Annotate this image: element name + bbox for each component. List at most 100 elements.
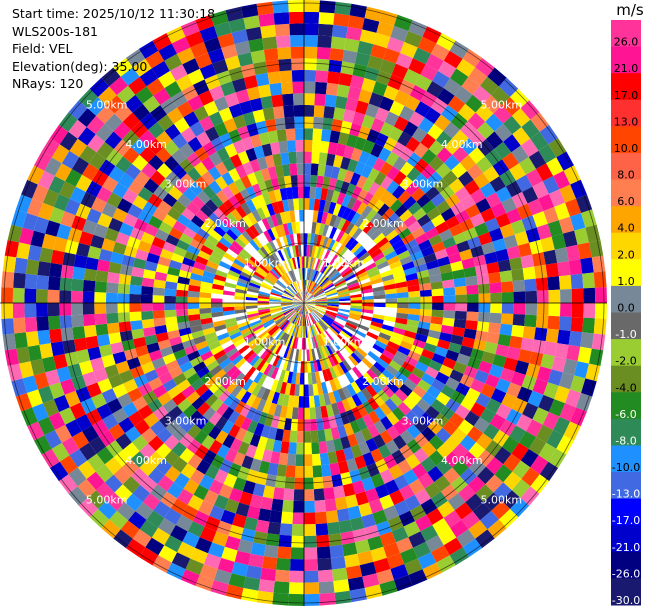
- range-label: 1.00km: [244, 257, 286, 270]
- velocity-cell: [304, 303, 307, 315]
- velocity-cell: [252, 324, 264, 333]
- velocity-cell: [571, 303, 584, 318]
- velocity-cell: [129, 284, 142, 295]
- velocity-cell: [304, 303, 310, 314]
- velocity-cell: [380, 175, 393, 190]
- velocity-cell: [431, 353, 446, 365]
- velocity-cell: [117, 312, 131, 323]
- velocity-cell: [458, 103, 476, 122]
- velocity-cell: [238, 218, 250, 231]
- velocity-cell: [286, 453, 297, 466]
- velocity-cell: [299, 384, 304, 397]
- velocity-cell: [142, 269, 156, 280]
- velocity-cell: [243, 332, 256, 342]
- velocity-cell: [304, 349, 307, 362]
- velocity-cell: [247, 285, 260, 291]
- velocity-cell: [223, 252, 236, 263]
- velocity-cell: [354, 430, 366, 445]
- velocity-cell: [86, 382, 102, 398]
- velocity-cell: [354, 455, 367, 470]
- velocity-cell: [466, 311, 479, 322]
- velocity-cell: [231, 262, 244, 272]
- velocity-cell: [470, 378, 485, 393]
- velocity-cell: [289, 284, 298, 294]
- velocity-cell: [240, 391, 252, 404]
- velocity-cell: [267, 271, 278, 281]
- velocity-cell: [191, 330, 205, 339]
- velocity-cell: [195, 209, 209, 223]
- velocity-cell: [255, 471, 268, 486]
- velocity-cell: [64, 239, 79, 255]
- velocity-cell: [122, 129, 140, 147]
- velocity-cell: [309, 337, 314, 349]
- velocity-cell: [279, 70, 293, 83]
- velocity-cell: [73, 254, 88, 269]
- velocity-cell: [79, 442, 97, 461]
- velocity-cell: [404, 355, 419, 368]
- velocity-cell: [538, 442, 557, 462]
- velocity-cell: [77, 460, 96, 479]
- velocity-cell: [337, 312, 349, 318]
- velocity-cell: [407, 201, 422, 215]
- velocity-cell: [361, 77, 376, 93]
- velocity-cell: [225, 248, 238, 259]
- velocity-cell: [269, 340, 279, 352]
- velocity-cell: [338, 308, 350, 313]
- velocity-cell: [263, 363, 273, 376]
- velocity-cell: [378, 147, 392, 162]
- velocity-cell: [367, 168, 380, 182]
- velocity-cell: [176, 289, 189, 297]
- velocity-cell: [293, 93, 304, 106]
- velocity-cell: [190, 41, 208, 59]
- velocity-cell: [288, 593, 304, 606]
- velocity-cell: [408, 111, 425, 128]
- velocity-cell: [308, 349, 314, 361]
- velocity-cell: [324, 428, 334, 442]
- velocity-cell: [169, 366, 183, 379]
- velocity-cell: [337, 205, 347, 218]
- velocity-cell: [467, 426, 484, 443]
- velocity-cell: [269, 303, 281, 305]
- velocity-cell: [315, 272, 323, 284]
- velocity-cell: [407, 284, 420, 292]
- velocity-cell: [288, 11, 304, 24]
- velocity-cell: [270, 214, 279, 227]
- velocity-cell: [110, 251, 124, 265]
- velocity-cell: [224, 55, 241, 71]
- velocity-cell: [104, 474, 123, 493]
- velocity-cell: [237, 277, 250, 285]
- velocity-cell: [132, 484, 150, 503]
- velocity-cell: [310, 430, 319, 443]
- velocity-cell: [483, 166, 500, 183]
- velocity-cell: [384, 311, 397, 318]
- velocity-cell: [366, 331, 379, 340]
- velocity-cell: [304, 303, 316, 308]
- velocity-cell: [285, 310, 296, 319]
- velocity-cell: [379, 531, 396, 547]
- velocity-cell: [391, 265, 404, 275]
- velocity-cell: [338, 72, 353, 87]
- velocity-cell: [231, 561, 249, 577]
- velocity-cell: [354, 136, 367, 151]
- velocity-cell: [277, 546, 292, 559]
- velocity-cell: [272, 287, 284, 294]
- velocity-cell: [298, 280, 302, 292]
- velocity-cell: [98, 500, 117, 520]
- velocity-cell: [164, 466, 181, 483]
- velocity-cell: [312, 210, 319, 223]
- velocity-cell: [493, 482, 512, 501]
- velocity-cell: [570, 273, 584, 289]
- velocity-cell: [51, 144, 70, 164]
- velocity-cell: [485, 474, 504, 493]
- velocity-cell: [337, 424, 348, 439]
- velocity-cell: [378, 444, 392, 459]
- velocity-cell: [212, 531, 229, 547]
- velocity-cell: [336, 84, 350, 98]
- colorbar-block: [611, 392, 641, 420]
- velocity-cell: [440, 207, 456, 222]
- velocity-cell: [325, 311, 337, 318]
- velocity-cell: [331, 273, 342, 283]
- velocity-cell: [132, 195, 148, 210]
- velocity-cell: [304, 442, 312, 455]
- velocity-cell: [427, 266, 441, 277]
